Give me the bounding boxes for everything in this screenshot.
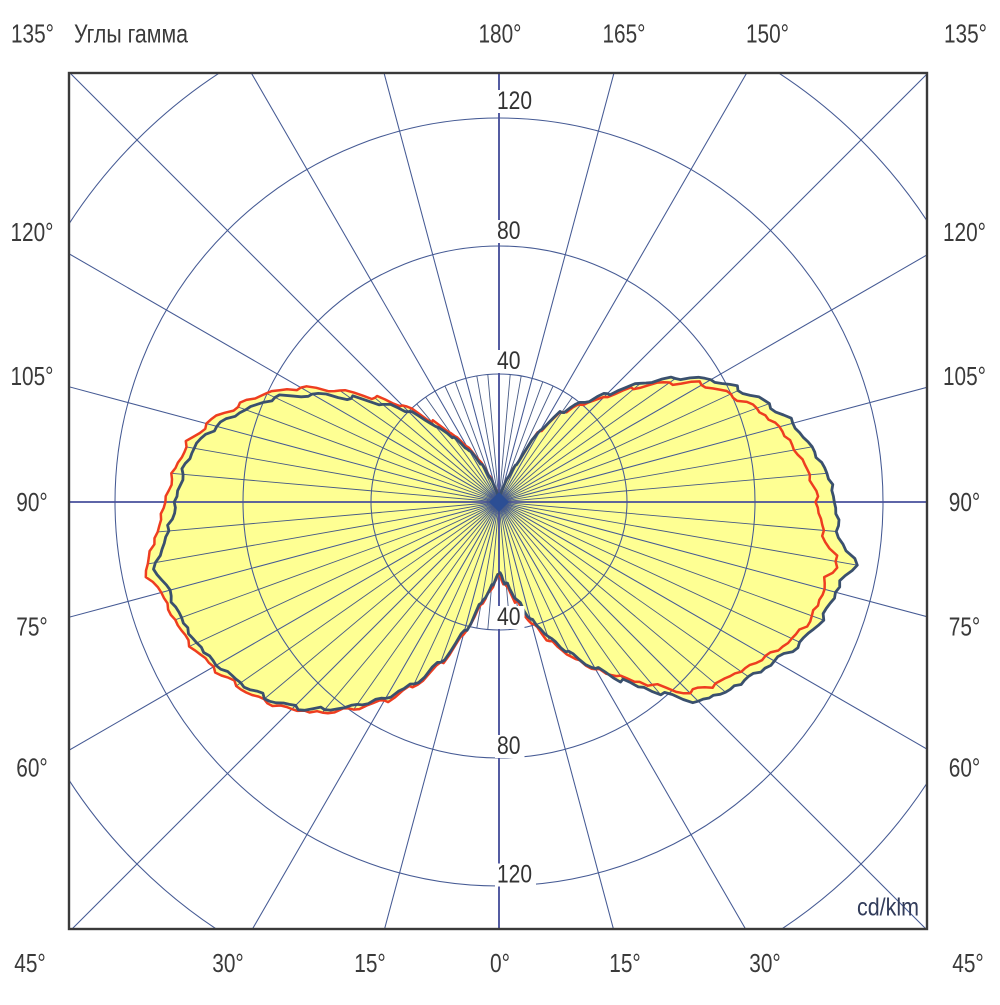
svg-text:80: 80: [497, 732, 521, 760]
svg-text:cd/klm: cd/klm: [857, 894, 919, 922]
svg-text:15°: 15°: [354, 948, 386, 978]
svg-text:80: 80: [497, 217, 521, 245]
svg-text:180°: 180°: [479, 19, 522, 49]
svg-text:75°: 75°: [949, 611, 981, 641]
svg-text:75°: 75°: [16, 611, 48, 641]
svg-text:135°: 135°: [944, 19, 987, 49]
svg-text:165°: 165°: [603, 19, 646, 49]
svg-text:60°: 60°: [949, 752, 981, 782]
svg-text:0°: 0°: [490, 948, 510, 978]
svg-text:30°: 30°: [749, 948, 781, 978]
svg-text:90°: 90°: [949, 487, 981, 517]
svg-text:150°: 150°: [746, 19, 789, 49]
svg-text:120: 120: [497, 861, 532, 889]
svg-text:105°: 105°: [943, 361, 986, 391]
svg-text:120: 120: [497, 87, 532, 115]
svg-text:60°: 60°: [16, 752, 48, 782]
svg-text:90°: 90°: [16, 487, 48, 517]
svg-text:30°: 30°: [212, 948, 244, 978]
svg-text:45°: 45°: [14, 948, 46, 978]
svg-text:105°: 105°: [11, 361, 54, 391]
svg-text:120°: 120°: [11, 217, 54, 247]
svg-text:Углы гамма: Углы гамма: [74, 19, 188, 49]
svg-text:45°: 45°: [952, 948, 984, 978]
svg-text:135°: 135°: [11, 19, 54, 49]
svg-text:40: 40: [497, 603, 521, 631]
svg-text:120°: 120°: [943, 217, 986, 247]
svg-text:40: 40: [497, 347, 521, 375]
svg-text:15°: 15°: [609, 948, 641, 978]
